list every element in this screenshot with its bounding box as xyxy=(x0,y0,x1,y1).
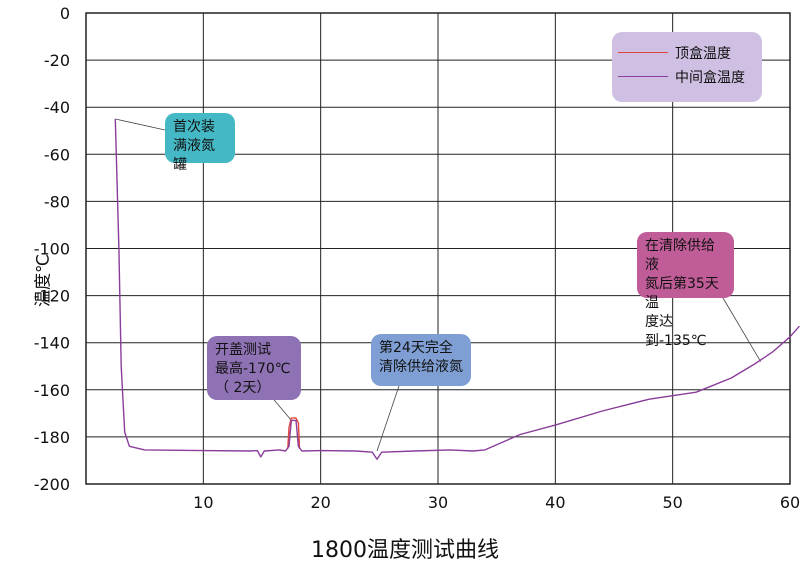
y-tick-label: -100 xyxy=(34,240,70,259)
series-line-middle-box xyxy=(114,118,800,460)
y-tick-label: -20 xyxy=(44,51,70,70)
annotation-lid-test: 开盖测试 最高-170℃ （ 2天） xyxy=(207,336,301,400)
x-tick-labels: 10 20 30 40 50 60 xyxy=(193,493,800,512)
x-tick-label: 20 xyxy=(310,493,330,512)
annotation-day-35: 在清除供给液 氮后第35天温 度达到-135℃ xyxy=(637,232,734,349)
x-tick-label: 60 xyxy=(780,493,800,512)
legend-label-middle-box: 中间盒温度 xyxy=(675,70,745,86)
plot-frame xyxy=(85,12,791,485)
x-tick-label: 40 xyxy=(545,493,565,512)
series-lines xyxy=(114,118,800,460)
x-tick-label: 10 xyxy=(193,493,213,512)
annotation-leader-line xyxy=(376,385,400,452)
legend-item-top-box: 顶盒温度 xyxy=(612,43,762,63)
y-tick-label: -200 xyxy=(34,475,70,494)
legend: 顶盒温度 中间盒温度 xyxy=(612,32,762,102)
legend-swatch-middle-box xyxy=(618,76,668,77)
annotation-day-24: 第24天完全 清除供给液氮 xyxy=(371,334,471,386)
x-tick-label: 30 xyxy=(428,493,448,512)
y-tick-label: -80 xyxy=(44,192,70,211)
y-tick-label: -60 xyxy=(44,145,70,164)
y-axis-label: 温度℃ xyxy=(33,253,54,308)
legend-swatch-top-box xyxy=(618,52,668,53)
y-tick-labels: 0 -20 -40 -60 -80 -100 -120 -140 -160 -180 -200 xyxy=(34,4,70,494)
series-line-top-box xyxy=(287,417,301,449)
y-tick-label: -40 xyxy=(44,98,70,117)
chart-title: 1800温度测试曲线 xyxy=(311,538,499,563)
y-tick-label: -140 xyxy=(34,334,70,353)
annotation-leader-line xyxy=(115,118,166,131)
legend-label-top-box: 顶盒温度 xyxy=(675,46,731,62)
x-tick-label: 50 xyxy=(662,493,682,512)
y-tick-label: -160 xyxy=(34,381,70,400)
y-tick-label: 0 xyxy=(60,4,70,23)
y-tick-label: -180 xyxy=(34,428,70,447)
annotation-first-fill: 首次装 满液氮罐 xyxy=(165,113,235,173)
y-tick-label: -120 xyxy=(34,287,70,306)
legend-item-middle-box: 中间盒温度 xyxy=(612,67,762,87)
annotation-leader-line xyxy=(722,297,762,362)
